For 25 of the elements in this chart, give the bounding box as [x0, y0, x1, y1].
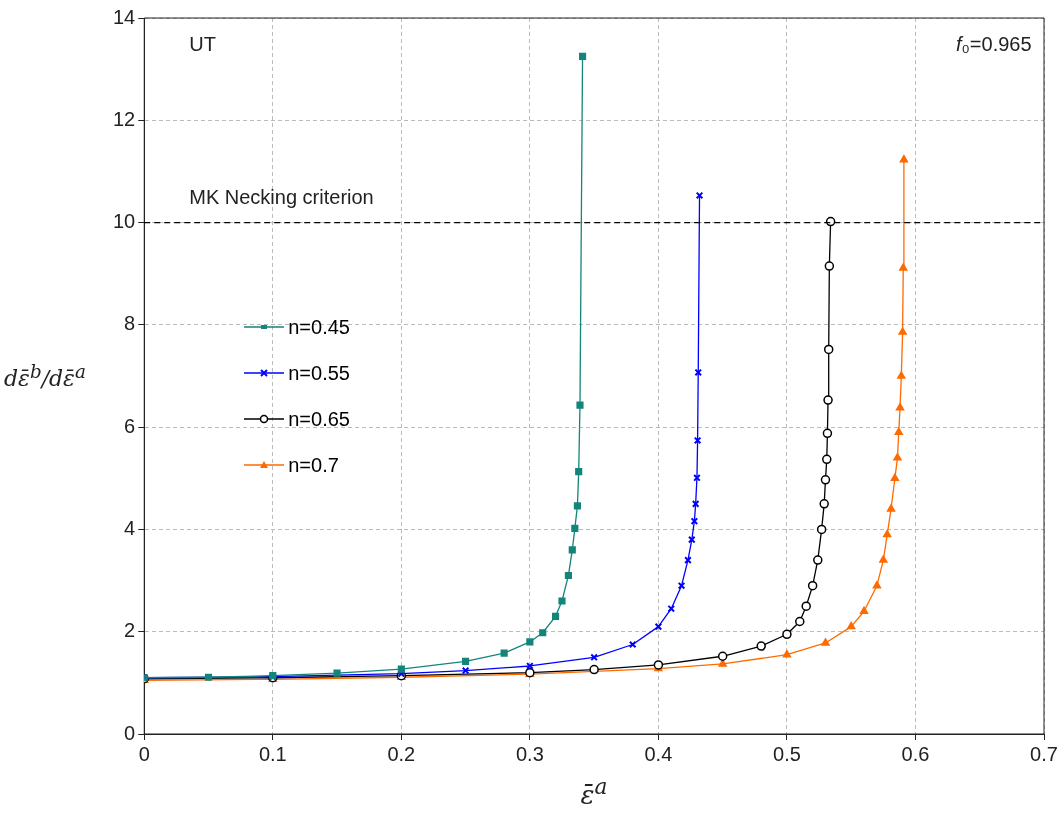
y-tick-label: 10 — [113, 210, 136, 233]
y-tick-label: 4 — [124, 516, 136, 539]
annotation: UT — [189, 33, 216, 56]
ref-line-label: MK Necking criterion — [189, 185, 374, 209]
y-tick-label: 8 — [124, 312, 136, 335]
x-tick-label: 0.7 — [1030, 742, 1058, 765]
legend-label: n=0.55 — [288, 361, 350, 385]
legend-label: n=0.7 — [288, 453, 339, 477]
x-tick-label: 0.3 — [515, 742, 544, 765]
x-tick-label: 0.6 — [901, 742, 930, 765]
x-tick-label: 0 — [138, 742, 150, 765]
y-axis-title: dε̄$^{b}$/dε̄$^{a}$ — [4, 361, 86, 392]
x-axis-title: ε̄$^{a}$ — [580, 774, 608, 810]
legend-label: n=0.65 — [288, 407, 350, 431]
y-tick-label: 6 — [124, 414, 136, 437]
x-tick-label: 0.2 — [387, 742, 416, 765]
x-tick-label: 0.4 — [644, 742, 673, 765]
annotation: f₀=0.965 — [956, 33, 1032, 56]
y-tick-label: 12 — [113, 107, 136, 130]
x-tick-label: 0.1 — [258, 742, 287, 765]
y-tick-label: 14 — [113, 5, 136, 28]
y-tick-label: 0 — [124, 721, 136, 744]
x-tick-label: 0.5 — [773, 742, 801, 765]
legend-label: n=0.45 — [288, 315, 350, 339]
y-tick-label: 2 — [124, 619, 136, 642]
